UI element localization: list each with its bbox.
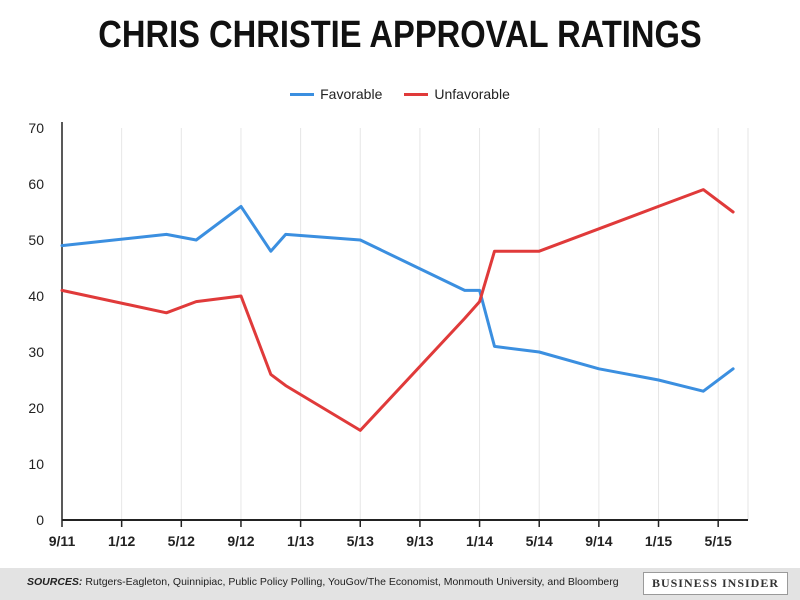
x-tick-label: 5/15 bbox=[705, 533, 732, 549]
y-tick-label: 50 bbox=[28, 232, 44, 248]
x-tick-label: 5/13 bbox=[347, 533, 374, 549]
x-tick-label: 1/13 bbox=[287, 533, 314, 549]
business-insider-logo: BUSINESS INSIDER bbox=[643, 572, 788, 595]
axes: 9/11 1/12 5/12 9/12 1/13 5/13 9/13 1/14 5/14 9/14… bbox=[28, 120, 748, 549]
series-line-favorable bbox=[62, 206, 733, 391]
y-tick-label: 30 bbox=[28, 344, 44, 360]
series-lines bbox=[62, 190, 733, 431]
x-tick-label: 5/14 bbox=[526, 533, 553, 549]
x-tick-label: 9/11 bbox=[49, 533, 76, 549]
x-tick-label: 5/12 bbox=[168, 533, 195, 549]
grid-lines bbox=[122, 128, 748, 520]
x-tick-label: 9/12 bbox=[227, 533, 254, 549]
x-tick-label: 9/14 bbox=[585, 533, 612, 549]
sources-label: SOURCES: bbox=[27, 576, 82, 588]
x-tick-label: 1/14 bbox=[466, 533, 493, 549]
x-tick-label: 1/15 bbox=[645, 533, 672, 549]
series-line-unfavorable bbox=[62, 190, 733, 431]
footer: SOURCES: Rutgers-Eagleton, Quinnipiac, P… bbox=[0, 568, 800, 600]
x-tick-label: 1/12 bbox=[108, 533, 135, 549]
y-tick-label: 10 bbox=[28, 456, 44, 472]
y-tick-label: 60 bbox=[28, 176, 44, 192]
y-tick-label: 20 bbox=[28, 400, 44, 416]
y-tick-label: 70 bbox=[28, 120, 44, 136]
x-tick-label: 9/13 bbox=[406, 533, 433, 549]
y-tick-label: 0 bbox=[36, 512, 44, 528]
line-chart: 9/11 1/12 5/12 9/12 1/13 5/13 9/13 1/14 5/14 9/14… bbox=[0, 0, 800, 568]
sources-text: Rutgers-Eagleton, Quinnipiac, Public Pol… bbox=[85, 576, 618, 588]
y-tick-label: 40 bbox=[28, 288, 44, 304]
sources-note: SOURCES: Rutgers-Eagleton, Quinnipiac, P… bbox=[27, 576, 619, 588]
